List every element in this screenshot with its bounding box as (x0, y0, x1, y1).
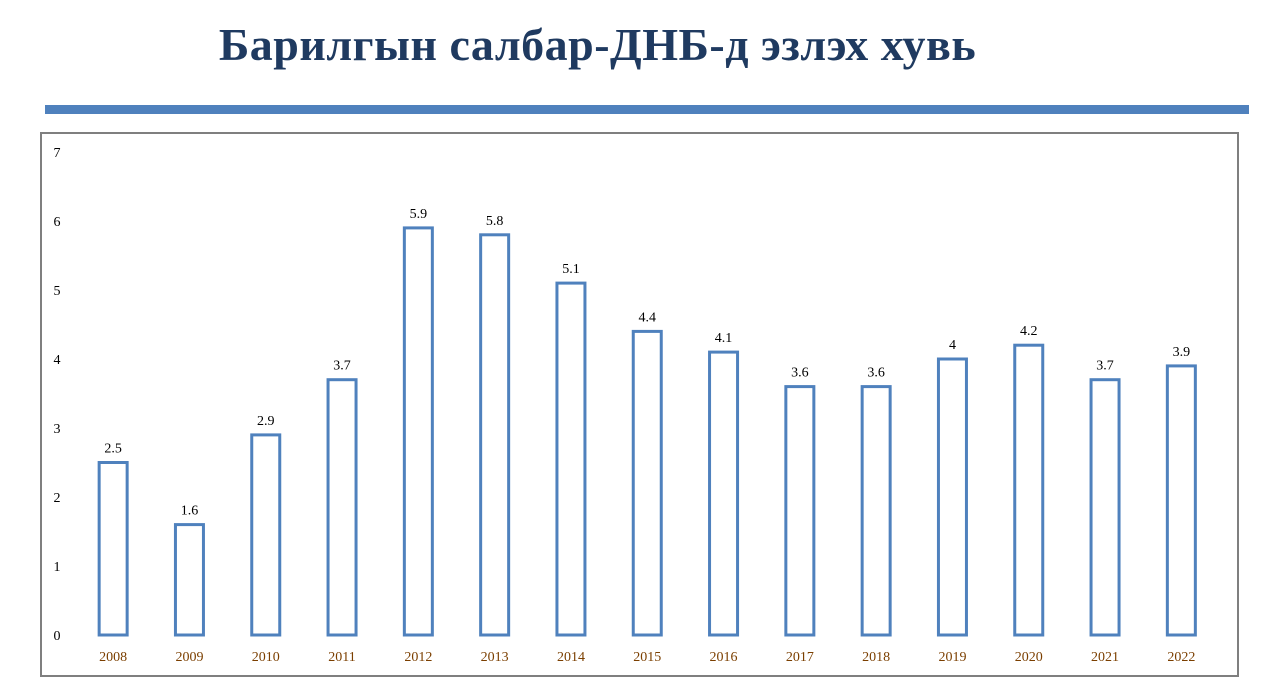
x-tick-label: 2014 (557, 650, 585, 665)
data-label: 3.9 (1173, 345, 1191, 360)
x-tick-label: 2008 (99, 650, 127, 665)
y-tick-label: 4 (54, 353, 61, 368)
bar (555, 281, 587, 637)
x-tick-label: 2022 (1167, 650, 1195, 665)
bar (936, 357, 968, 637)
bar (326, 378, 358, 637)
bar (784, 385, 816, 637)
x-tick-label: 2013 (481, 650, 509, 665)
bar (479, 233, 511, 637)
bar (860, 385, 892, 637)
data-label: 4.1 (715, 331, 733, 346)
data-label: 5.1 (562, 262, 580, 277)
bar (1013, 343, 1045, 637)
x-tick-label: 2016 (710, 650, 738, 665)
y-tick-label: 5 (54, 284, 61, 299)
data-label: 3.7 (1096, 359, 1114, 374)
data-label: 5.8 (486, 214, 504, 229)
bar-series (97, 226, 1197, 637)
y-tick-label: 1 (54, 560, 61, 575)
y-tick-label: 6 (54, 215, 61, 230)
data-label: 1.6 (181, 504, 199, 519)
data-label: 5.9 (410, 207, 428, 222)
data-label: 4 (949, 338, 956, 353)
x-tick-label: 2010 (252, 650, 280, 665)
data-label: 3.6 (791, 366, 809, 381)
data-label: 2.5 (104, 442, 122, 457)
data-label: 3.6 (867, 366, 885, 381)
x-tick-label: 2017 (786, 650, 814, 665)
x-tick-label: 2011 (328, 650, 355, 665)
x-tick-label: 2018 (862, 650, 890, 665)
bar (97, 461, 129, 637)
bar (708, 350, 740, 637)
bar (250, 433, 282, 637)
data-label: 4.4 (639, 310, 657, 325)
x-tick-label: 2019 (938, 650, 966, 665)
title-underline (45, 105, 1249, 114)
x-tick-label: 2020 (1015, 650, 1043, 665)
x-tick-label: 2009 (175, 650, 203, 665)
chart-title: Барилгын салбар-ДНБ-д эзлэх хувь (218, 19, 977, 70)
x-axis: 2008 2009 2010 2011 2012 2013 2014 2015 2016 2017… (99, 650, 1195, 665)
y-axis: 0 1 2 3 4 5 6 7 (54, 146, 61, 644)
y-tick-label: 0 (54, 629, 61, 644)
y-tick-label: 2 (54, 491, 61, 506)
data-label: 2.9 (257, 414, 275, 429)
y-tick-label: 7 (54, 146, 61, 161)
bar (402, 226, 434, 637)
bar (173, 523, 205, 637)
data-label: 3.7 (333, 359, 351, 374)
bar (631, 329, 663, 637)
data-labels: 2.5 1.6 2.9 3.7 5.9 5.8 5.1 4.4 4.1 3.6 3.6 4 4.2 3.7… (104, 207, 1190, 519)
bar (1165, 364, 1197, 637)
x-tick-label: 2015 (633, 650, 661, 665)
y-tick-label: 3 (54, 422, 61, 437)
x-tick-label: 2012 (404, 650, 432, 665)
x-tick-label: 2021 (1091, 650, 1119, 665)
data-label: 4.2 (1020, 324, 1038, 339)
bar (1089, 378, 1121, 637)
